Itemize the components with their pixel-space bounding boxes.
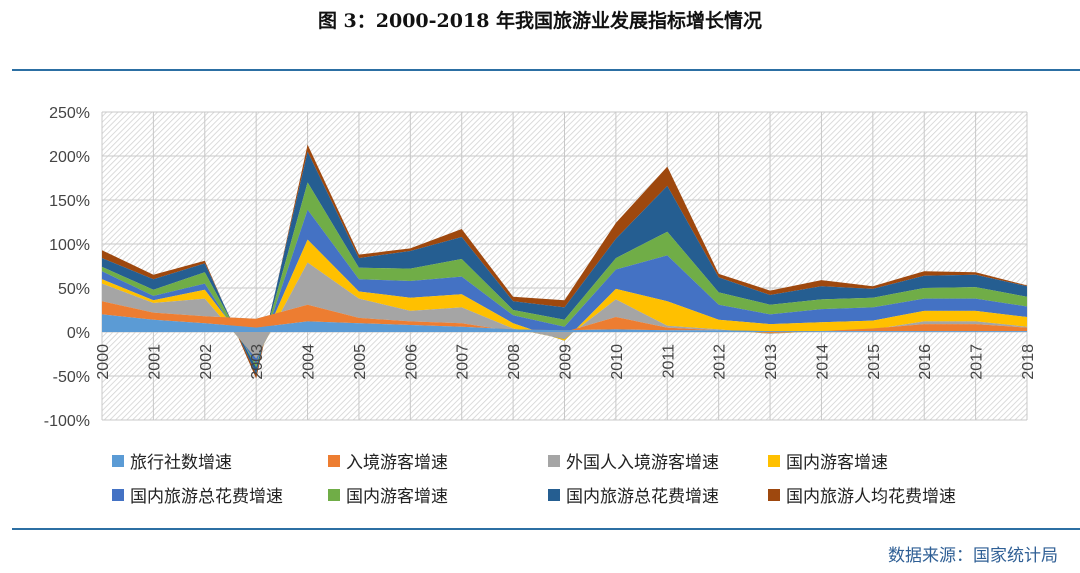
top-divider [12,69,1080,71]
y-tick-label: 50% [58,281,90,298]
y-tick-label: -100% [44,413,90,430]
legend-swatch [768,454,780,467]
legend-item: 国内旅游人均花费增速 [768,482,956,507]
x-tick-label: 2011 [660,344,677,379]
x-tick-label: 2014 [814,344,831,380]
data-source: 数据来源：国家统计局 [888,546,1058,566]
legend-swatch [548,454,560,467]
stacked-area-chart: -100% -50% 0% 50% 100% 150% 200% 250% 2000 2001 20… [44,105,1037,430]
x-tick-label: 2015 [866,344,883,380]
legend-item: 入境游客增速 [328,448,448,473]
legend-label: 国内旅游总花费增速 [130,487,283,507]
legend-swatch [112,488,124,501]
x-tick-label: 2008 [506,344,523,380]
x-tick-label: 2001 [146,344,163,380]
area-series [102,209,1027,364]
area-series [102,262,1027,359]
legend-swatch [112,454,124,467]
x-tick-label: 2003 [249,344,266,380]
y-tick-label: 250% [49,105,90,122]
legend-swatch [328,488,340,501]
area-series [102,151,1027,375]
legend-label: 国内旅游总花费增速 [566,487,719,507]
bottom-divider [12,528,1080,530]
y-tick-label: 150% [49,193,90,210]
legend-label: 国内游客增速 [346,487,448,507]
legend-item: 国内游客增速 [328,482,448,507]
x-tick-label: 2017 [969,344,986,380]
area-series [102,182,1027,368]
legend-item: 外国人入境游客增速 [548,448,719,473]
x-tick-label: 2012 [712,344,729,380]
legend-swatch [548,488,560,501]
legend-item: 国内游客增速 [768,448,888,473]
x-tick-label: 2016 [917,344,934,380]
chart-title: 图 3：2000-2018 年我国旅游业发展指标增长情况 [317,10,763,32]
y-tick-label: 100% [49,237,90,254]
legend-swatch [768,488,780,501]
x-tick-label: 2007 [455,344,472,380]
legend-label: 入境游客增速 [346,453,448,473]
x-tick-label: 2005 [352,344,369,380]
legend-item: 旅行社数增速 [112,448,232,473]
legend-item: 国内旅游总花费增速 [548,482,719,507]
legend-label: 国内游客增速 [786,453,888,473]
legend-label: 国内旅游人均花费增速 [786,487,956,507]
y-tick-label: -50% [53,369,90,386]
area-series [102,314,1027,332]
x-tick-label: 2009 [558,344,575,380]
x-tick-label: 2010 [609,344,626,380]
legend-swatch [328,454,340,467]
area-series [102,239,1027,359]
x-tick-label: 2018 [1020,344,1037,380]
legend-item: 国内旅游总花费增速 [112,482,283,507]
legend-label: 旅行社数增速 [130,453,232,473]
y-tick-label: 0% [67,325,90,342]
area-series [102,301,1027,333]
x-tick-label: 2006 [403,344,420,380]
x-tick-label: 2004 [301,344,318,380]
y-tick-label: 200% [49,149,90,166]
area-series [102,144,1027,379]
x-tick-label: 2000 [95,344,112,380]
x-tick-label: 2002 [198,344,215,380]
x-tick-label: 2013 [763,344,780,380]
legend-label: 外国人入境游客增速 [566,453,719,473]
